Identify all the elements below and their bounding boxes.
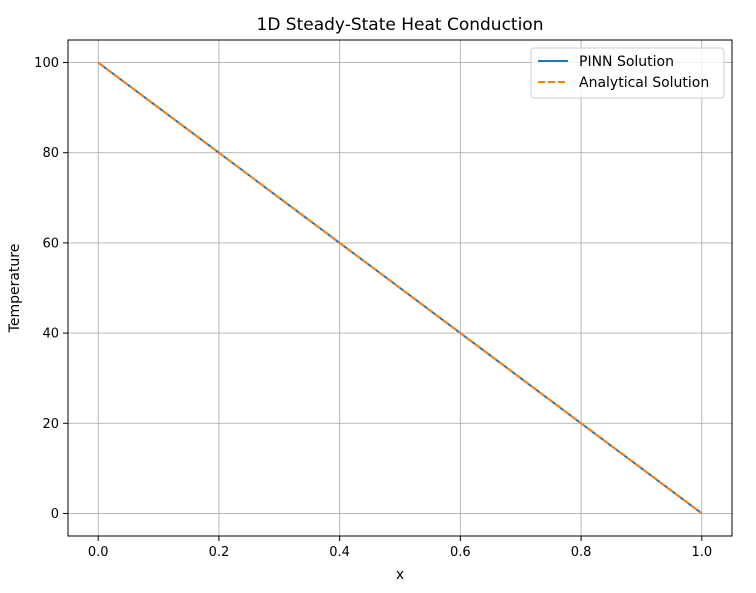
y-tick-label: 60	[42, 236, 59, 251]
x-tick-label: 0.2	[209, 545, 230, 560]
chart-title: 1D Steady-State Heat Conduction	[257, 15, 544, 35]
x-axis-label: x	[396, 567, 404, 583]
x-tick-label: 0.4	[329, 545, 350, 560]
legend-label-2: Analytical Solution	[579, 75, 709, 91]
grid	[68, 40, 732, 536]
x-tick-label: 0.8	[571, 545, 592, 560]
legend-label-1: PINN Solution	[579, 54, 674, 70]
y-tick-label: 20	[42, 417, 59, 432]
x-tick-label: 0.0	[88, 545, 109, 560]
x-tick-label: 0.6	[450, 545, 471, 560]
y-tick-label: 80	[42, 146, 59, 161]
series-layer	[97, 61, 703, 515]
legend: PINN Solution Analytical Solution	[530, 47, 725, 99]
y-axis-label: Temperature	[7, 244, 23, 334]
y-tick-label: 0	[51, 507, 59, 522]
y-tick-label: 100	[34, 56, 59, 71]
plot-frame	[67, 39, 733, 537]
x-tick-label: 1.0	[691, 545, 712, 560]
legend-box	[530, 47, 725, 99]
y-tick-label: 40	[42, 327, 59, 342]
ticks: 0.0 0.2 0.4 0.6 0.8 1.0 0 20 40 60 80 100	[34, 56, 712, 560]
series-line-2	[97, 61, 703, 515]
